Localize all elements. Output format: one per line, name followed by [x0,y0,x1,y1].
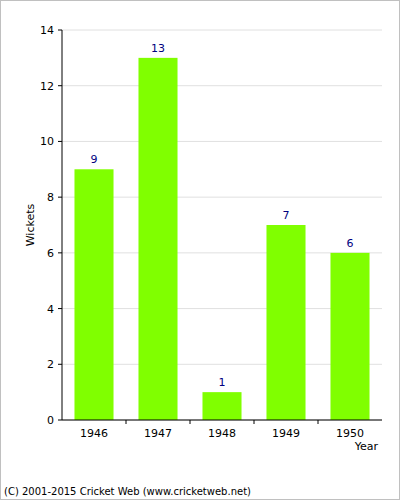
x-tick-label: 1947 [144,427,172,440]
bar [138,58,177,420]
data-label: 7 [283,209,290,222]
y-tick [58,252,62,253]
x-tick-label: 1948 [208,427,236,440]
x-tick [126,420,127,424]
y-tick-label: 4 [47,303,54,316]
x-tick-label: 1950 [336,427,364,440]
y-tick-label: 14 [40,24,54,37]
y-tick-label: 0 [47,414,54,427]
grid-line [62,30,382,31]
chart: 0246810121491317619461947194819491950Wic… [0,0,400,500]
data-label: 6 [347,237,354,250]
bar [202,392,241,420]
x-tick [318,420,319,424]
x-axis-label: Year [354,440,379,453]
grid-line [62,85,382,86]
grid-line [62,141,382,142]
y-tick [58,197,62,198]
y-tick [58,420,62,421]
y-tick-label: 6 [47,247,54,260]
x-tick-label: 1946 [80,427,108,440]
data-label: 9 [91,153,98,166]
y-axis [62,30,63,420]
y-tick [58,308,62,309]
annotation: (C) 2001-2015 Cricket Web (www.cricketwe… [4,486,251,497]
y-tick-label: 2 [47,358,54,371]
bar [266,225,305,420]
x-tick [190,420,191,424]
data-label: 1 [219,376,226,389]
y-tick [58,141,62,142]
x-axis [62,420,382,421]
x-tick [254,420,255,424]
bar [74,169,113,420]
y-tick-label: 8 [47,191,54,204]
grid-line [62,420,382,421]
data-label: 13 [151,42,165,55]
y-tick-label: 12 [40,80,54,93]
y-axis-label: Wickets [24,203,37,246]
y-tick [58,364,62,365]
background [1,1,400,500]
y-tick-label: 10 [40,135,54,148]
x-tick-label: 1949 [272,427,300,440]
bar [330,253,369,420]
y-tick [58,30,62,31]
y-tick [58,85,62,86]
bars [74,58,369,420]
